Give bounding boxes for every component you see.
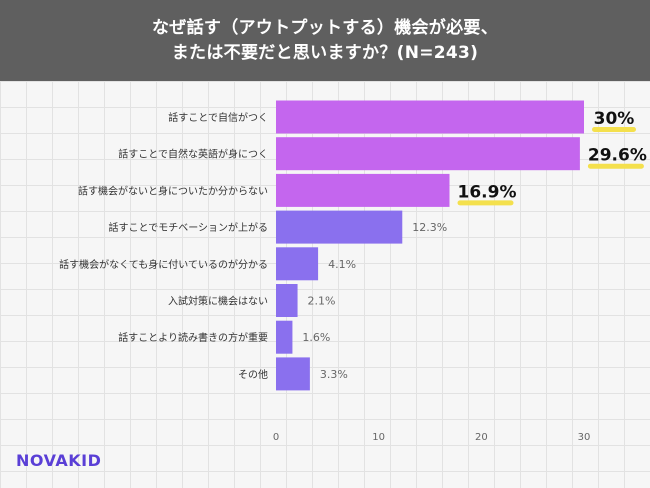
x-tick-label: 0	[273, 432, 279, 443]
value-highlight	[592, 127, 636, 132]
novakid-logo: NOVAKID	[16, 451, 102, 470]
chart-header: なぜ話す（アウトプットする）機会が必要、 または不要だと思いますか？(N=243…	[0, 0, 650, 81]
bar	[276, 173, 450, 207]
bar	[276, 100, 584, 134]
bar	[276, 320, 293, 354]
chart-title-line-2: または不要だと思いますか？(N=243)	[171, 42, 479, 63]
data-label: 30%	[594, 109, 635, 129]
x-tick-label: 10	[372, 432, 385, 443]
category-label: その他	[238, 368, 268, 381]
data-label: 12.3%	[412, 221, 447, 234]
bar	[276, 357, 310, 391]
category-label: 話すことで自信がつく	[168, 111, 268, 124]
data-label: 1.6%	[302, 331, 330, 344]
data-label: 3.3%	[320, 368, 348, 381]
bar	[276, 247, 319, 281]
data-label: 2.1%	[308, 295, 336, 308]
x-tick-label: 30	[578, 432, 591, 443]
value-highlight	[457, 200, 514, 206]
data-label: 4.1%	[328, 258, 356, 271]
category-label: 話すことでモチベーションが上がる	[109, 221, 269, 234]
category-label: 話す機会がないと身についたか分からない	[78, 184, 268, 197]
value-highlight	[587, 163, 644, 169]
category-label: 話すことより読み書きの方が重要	[118, 331, 268, 344]
data-label: 16.9%	[458, 182, 517, 202]
bar	[276, 210, 403, 244]
bar	[276, 137, 580, 171]
category-label: 入試対策に機会はない	[168, 295, 268, 308]
bar	[276, 284, 298, 317]
x-tick-label: 20	[475, 432, 488, 443]
data-label: 29.6%	[588, 146, 647, 166]
category-label: 話す機会がなくても身に付いているのが分かる	[59, 258, 268, 271]
chart-title-line-1: なぜ話す（アウトプットする）機会が必要、	[152, 17, 498, 38]
category-label: 話すことで自然な英語が身につく	[118, 148, 268, 161]
